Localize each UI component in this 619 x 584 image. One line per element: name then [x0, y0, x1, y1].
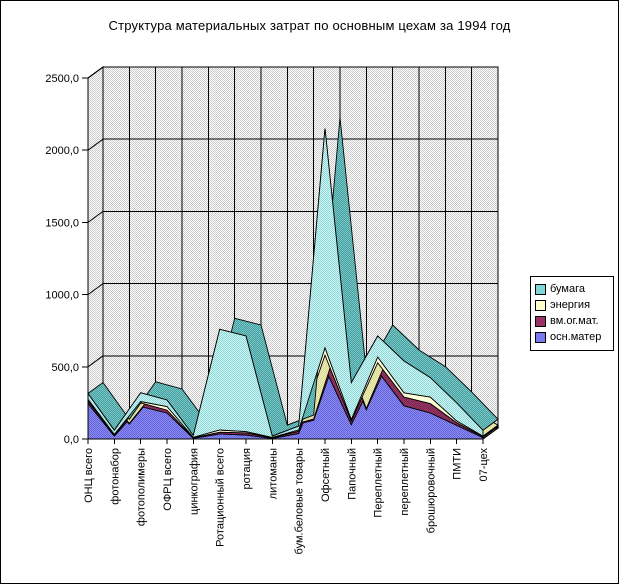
x-axis-label: брошюровочный — [425, 448, 437, 533]
axes — [82, 66, 499, 444]
legend-swatch-icon — [535, 283, 546, 295]
x-axis-label: ротация — [241, 448, 253, 489]
legend-label: бумага — [550, 283, 586, 295]
x-axis-label: 07-цех — [478, 448, 490, 482]
y-axis-label: 2000,0 — [45, 145, 79, 157]
y-axis-label: 1500,0 — [45, 217, 79, 229]
x-axis-label: Офсетный — [320, 448, 332, 502]
x-axis-label: Папочный — [346, 448, 358, 500]
legend-item-3: вм.ог.мат. — [535, 315, 610, 327]
y-axis-label: 0,0 — [64, 434, 79, 446]
y-axis-label: 1000,0 — [45, 290, 79, 302]
x-axis-label: цинкография — [188, 448, 200, 515]
legend-swatch-icon — [535, 299, 546, 311]
x-axis-label: фотополимеры — [136, 448, 148, 526]
axis-labels: 0,0 500,0 1000,0 1500,0 2000,0 2500,0 ОНЦ всег… — [45, 73, 490, 554]
legend-label: осн.матер — [550, 331, 602, 343]
x-axis-label: переплетный — [399, 448, 411, 516]
legend-swatch-icon — [535, 315, 546, 327]
x-axis-label: ОНЦ всего — [83, 448, 95, 503]
legend-label: энергия — [550, 299, 591, 311]
y-axis-label: 500,0 — [51, 362, 79, 374]
legend-item-1: бумага — [535, 283, 610, 295]
legend-item-2: энергия — [535, 299, 610, 311]
x-axis-label: бум.беловые товары — [294, 448, 306, 555]
x-axis-label: фотонабор — [109, 448, 121, 505]
legend-item-4: осн.матер — [535, 331, 610, 343]
chart-title: Структура материальных затрат по основны… — [108, 18, 511, 33]
legend: бумага энергия вм.ог.мат. осн.матер — [530, 276, 614, 351]
legend-swatch-icon — [535, 331, 546, 343]
y-axis-label: 2500,0 — [45, 73, 79, 85]
x-axis-label: ПМТИ — [452, 448, 464, 480]
x-axis-label: Ротационный всего — [215, 448, 227, 547]
series-bumaga-front-face — [87, 128, 484, 438]
x-axis-label: ОФРЦ всего — [162, 448, 174, 511]
x-axis-label: литоманы — [267, 448, 279, 499]
x-axis-label: Переплетный — [373, 448, 385, 518]
legend-label: вм.ог.мат. — [550, 315, 599, 327]
